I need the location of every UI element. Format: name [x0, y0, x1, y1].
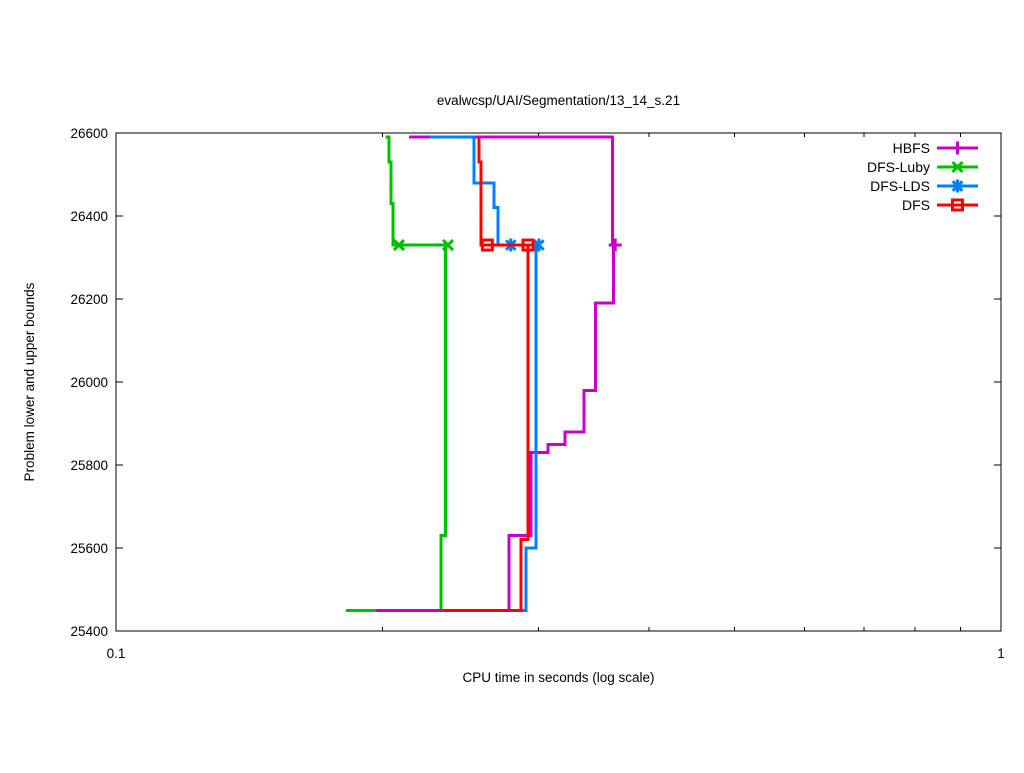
legend-label: DFS-LDS: [870, 178, 930, 194]
y-tick-label: 26200: [70, 292, 108, 307]
series-DFS-upper-bound-line: [477, 137, 531, 247]
axis-ticks: [115, 132, 1002, 632]
chart-title: evalwcsp/UAI/Segmentation/13_14_s.21: [437, 93, 680, 108]
y-tick-label: 25400: [70, 624, 108, 639]
legend-label: DFS-Luby: [867, 159, 930, 175]
series-DFS-lower-bound-line: [443, 245, 530, 612]
y-tick-label: 26000: [70, 375, 108, 390]
y-axis-label: Problem lower and upper bounds: [22, 282, 37, 481]
y-tick-label: 25600: [70, 541, 108, 556]
series-DFS-Luby-upper-bound-line: [385, 135, 448, 247]
legend: HBFS DFS-Luby DFS-LDS DFS: [867, 140, 978, 213]
y-tick-label: 26600: [70, 126, 108, 141]
legend-key-DFS: [937, 198, 978, 212]
y-tick-label: 26400: [70, 209, 108, 224]
series-HBFS-lower-bound-line: [375, 243, 616, 612]
legend-label: HBFS: [893, 140, 930, 156]
series-DFS: [443, 137, 535, 612]
legend-label: DFS: [902, 197, 930, 213]
legend-key-DFS-LDS: [937, 179, 978, 193]
x-tick-label: 0.1: [107, 646, 126, 661]
x-tick-label: 1: [997, 646, 1005, 661]
series-DFS-LDS-upper-bound-line: [429, 135, 539, 247]
x-axis-label: CPU time in seconds (log scale): [462, 670, 654, 685]
legend-key-DFS-Luby: [937, 160, 978, 174]
y-tick-label: 25800: [70, 458, 108, 473]
legend-key-HBFS: [937, 141, 978, 155]
series-HBFS: [375, 135, 622, 612]
